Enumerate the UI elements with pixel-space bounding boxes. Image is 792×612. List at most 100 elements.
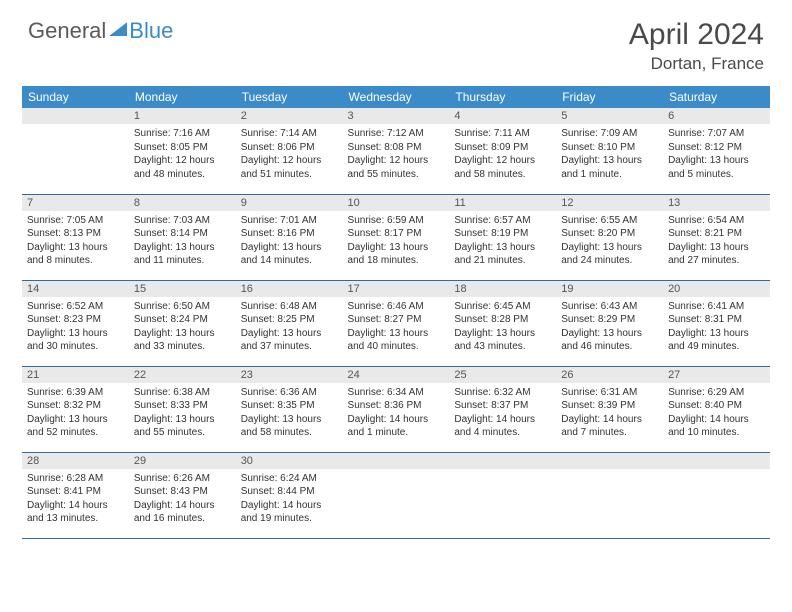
calendar-day-cell: 5Sunrise: 7:09 AMSunset: 8:10 PMDaylight… bbox=[556, 108, 663, 194]
calendar-day-cell bbox=[556, 452, 663, 538]
calendar-day-cell: 25Sunrise: 6:32 AMSunset: 8:37 PMDayligh… bbox=[449, 366, 556, 452]
sunset-text: Sunset: 8:40 PM bbox=[668, 399, 765, 413]
calendar-day-cell: 28Sunrise: 6:28 AMSunset: 8:41 PMDayligh… bbox=[22, 452, 129, 538]
day-body: Sunrise: 7:07 AMSunset: 8:12 PMDaylight:… bbox=[663, 124, 770, 185]
weekday-header: Saturday bbox=[663, 86, 770, 108]
day-number-bar bbox=[22, 108, 129, 124]
day-number-bar bbox=[343, 453, 450, 469]
daylight-line1: Daylight: 14 hours bbox=[454, 413, 551, 427]
sunset-text: Sunset: 8:06 PM bbox=[241, 141, 338, 155]
location-label: Dortan, France bbox=[629, 54, 764, 74]
daylight-line1: Daylight: 13 hours bbox=[348, 327, 445, 341]
day-number-bar: 29 bbox=[129, 453, 236, 469]
calendar-day-cell: 7Sunrise: 7:05 AMSunset: 8:13 PMDaylight… bbox=[22, 194, 129, 280]
daylight-line1: Daylight: 14 hours bbox=[561, 413, 658, 427]
sunset-text: Sunset: 8:33 PM bbox=[134, 399, 231, 413]
sunset-text: Sunset: 8:37 PM bbox=[454, 399, 551, 413]
daylight-line1: Daylight: 14 hours bbox=[348, 413, 445, 427]
calendar-day-cell: 10Sunrise: 6:59 AMSunset: 8:17 PMDayligh… bbox=[343, 194, 450, 280]
daylight-line1: Daylight: 13 hours bbox=[27, 327, 124, 341]
calendar-day-cell: 11Sunrise: 6:57 AMSunset: 8:19 PMDayligh… bbox=[449, 194, 556, 280]
day-body bbox=[449, 469, 556, 529]
calendar-day-cell: 30Sunrise: 6:24 AMSunset: 8:44 PMDayligh… bbox=[236, 452, 343, 538]
weekday-header-row: SundayMondayTuesdayWednesdayThursdayFrid… bbox=[22, 86, 770, 108]
daylight-line2: and 49 minutes. bbox=[668, 340, 765, 354]
daylight-line2: and 58 minutes. bbox=[241, 426, 338, 440]
sunset-text: Sunset: 8:28 PM bbox=[454, 313, 551, 327]
day-number-bar: 23 bbox=[236, 367, 343, 383]
day-body: Sunrise: 7:03 AMSunset: 8:14 PMDaylight:… bbox=[129, 211, 236, 272]
day-body: Sunrise: 6:54 AMSunset: 8:21 PMDaylight:… bbox=[663, 211, 770, 272]
day-body: Sunrise: 6:26 AMSunset: 8:43 PMDaylight:… bbox=[129, 469, 236, 530]
sunset-text: Sunset: 8:24 PM bbox=[134, 313, 231, 327]
daylight-line2: and 13 minutes. bbox=[27, 512, 124, 526]
day-number-bar: 15 bbox=[129, 281, 236, 297]
calendar-day-cell: 1Sunrise: 7:16 AMSunset: 8:05 PMDaylight… bbox=[129, 108, 236, 194]
day-body bbox=[343, 469, 450, 529]
sunrise-text: Sunrise: 6:52 AM bbox=[27, 300, 124, 314]
calendar-table: SundayMondayTuesdayWednesdayThursdayFrid… bbox=[22, 86, 770, 539]
calendar-day-cell: 6Sunrise: 7:07 AMSunset: 8:12 PMDaylight… bbox=[663, 108, 770, 194]
day-body: Sunrise: 7:11 AMSunset: 8:09 PMDaylight:… bbox=[449, 124, 556, 185]
day-number-bar: 8 bbox=[129, 195, 236, 211]
daylight-line2: and 19 minutes. bbox=[241, 512, 338, 526]
day-body: Sunrise: 7:01 AMSunset: 8:16 PMDaylight:… bbox=[236, 211, 343, 272]
day-number-bar: 7 bbox=[22, 195, 129, 211]
sunset-text: Sunset: 8:08 PM bbox=[348, 141, 445, 155]
calendar-day-cell: 16Sunrise: 6:48 AMSunset: 8:25 PMDayligh… bbox=[236, 280, 343, 366]
daylight-line1: Daylight: 13 hours bbox=[668, 241, 765, 255]
sunset-text: Sunset: 8:19 PM bbox=[454, 227, 551, 241]
sunset-text: Sunset: 8:12 PM bbox=[668, 141, 765, 155]
daylight-line1: Daylight: 13 hours bbox=[561, 327, 658, 341]
weekday-header: Thursday bbox=[449, 86, 556, 108]
day-number-bar: 18 bbox=[449, 281, 556, 297]
daylight-line2: and 48 minutes. bbox=[134, 168, 231, 182]
sunset-text: Sunset: 8:27 PM bbox=[348, 313, 445, 327]
daylight-line1: Daylight: 13 hours bbox=[561, 241, 658, 255]
calendar-week-row: 28Sunrise: 6:28 AMSunset: 8:41 PMDayligh… bbox=[22, 452, 770, 538]
day-body: Sunrise: 7:16 AMSunset: 8:05 PMDaylight:… bbox=[129, 124, 236, 185]
day-body: Sunrise: 7:05 AMSunset: 8:13 PMDaylight:… bbox=[22, 211, 129, 272]
day-body: Sunrise: 6:46 AMSunset: 8:27 PMDaylight:… bbox=[343, 297, 450, 358]
day-body: Sunrise: 6:43 AMSunset: 8:29 PMDaylight:… bbox=[556, 297, 663, 358]
sunrise-text: Sunrise: 6:39 AM bbox=[27, 386, 124, 400]
day-number-bar: 19 bbox=[556, 281, 663, 297]
day-number-bar: 16 bbox=[236, 281, 343, 297]
day-number-bar bbox=[556, 453, 663, 469]
day-number-bar: 30 bbox=[236, 453, 343, 469]
daylight-line1: Daylight: 12 hours bbox=[348, 154, 445, 168]
weekday-header: Tuesday bbox=[236, 86, 343, 108]
day-number-bar: 24 bbox=[343, 367, 450, 383]
sunset-text: Sunset: 8:32 PM bbox=[27, 399, 124, 413]
daylight-line1: Daylight: 14 hours bbox=[134, 499, 231, 513]
daylight-line2: and 58 minutes. bbox=[454, 168, 551, 182]
weekday-header: Monday bbox=[129, 86, 236, 108]
calendar-day-cell bbox=[449, 452, 556, 538]
day-body: Sunrise: 6:36 AMSunset: 8:35 PMDaylight:… bbox=[236, 383, 343, 444]
sunrise-text: Sunrise: 7:03 AM bbox=[134, 214, 231, 228]
calendar-day-cell: 3Sunrise: 7:12 AMSunset: 8:08 PMDaylight… bbox=[343, 108, 450, 194]
calendar-day-cell: 17Sunrise: 6:46 AMSunset: 8:27 PMDayligh… bbox=[343, 280, 450, 366]
sunrise-text: Sunrise: 7:11 AM bbox=[454, 127, 551, 141]
day-number-bar: 21 bbox=[22, 367, 129, 383]
day-body: Sunrise: 7:14 AMSunset: 8:06 PMDaylight:… bbox=[236, 124, 343, 185]
day-body: Sunrise: 6:45 AMSunset: 8:28 PMDaylight:… bbox=[449, 297, 556, 358]
calendar-week-row: 7Sunrise: 7:05 AMSunset: 8:13 PMDaylight… bbox=[22, 194, 770, 280]
daylight-line1: Daylight: 13 hours bbox=[561, 154, 658, 168]
sunset-text: Sunset: 8:14 PM bbox=[134, 227, 231, 241]
sunrise-text: Sunrise: 6:26 AM bbox=[134, 472, 231, 486]
daylight-line2: and 40 minutes. bbox=[348, 340, 445, 354]
sunrise-text: Sunrise: 6:59 AM bbox=[348, 214, 445, 228]
calendar-day-cell: 15Sunrise: 6:50 AMSunset: 8:24 PMDayligh… bbox=[129, 280, 236, 366]
daylight-line2: and 33 minutes. bbox=[134, 340, 231, 354]
day-body: Sunrise: 6:48 AMSunset: 8:25 PMDaylight:… bbox=[236, 297, 343, 358]
calendar-day-cell: 29Sunrise: 6:26 AMSunset: 8:43 PMDayligh… bbox=[129, 452, 236, 538]
sunset-text: Sunset: 8:44 PM bbox=[241, 485, 338, 499]
sunrise-text: Sunrise: 6:28 AM bbox=[27, 472, 124, 486]
day-number-bar: 22 bbox=[129, 367, 236, 383]
daylight-line2: and 30 minutes. bbox=[27, 340, 124, 354]
day-body: Sunrise: 6:50 AMSunset: 8:24 PMDaylight:… bbox=[129, 297, 236, 358]
daylight-line1: Daylight: 14 hours bbox=[668, 413, 765, 427]
sunset-text: Sunset: 8:13 PM bbox=[27, 227, 124, 241]
daylight-line2: and 5 minutes. bbox=[668, 168, 765, 182]
